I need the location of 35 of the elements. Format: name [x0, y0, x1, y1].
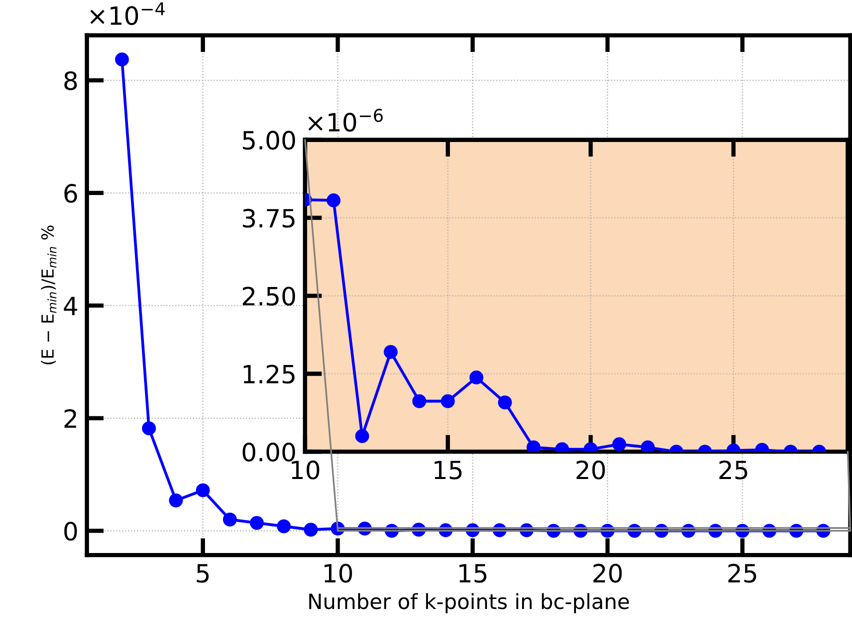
- point: [276, 519, 291, 534]
- y-tick-label: 1.25: [244, 364, 294, 384]
- y-tick-label: 5.00: [242, 130, 296, 150]
- annotation: ×10$^{−6}$: [308, 108, 383, 132]
- point: [384, 344, 398, 359]
- y-tick-label: 6: [64, 184, 77, 203]
- y-tick-label: 0.00: [242, 442, 296, 462]
- point: [526, 440, 540, 452]
- y-tick-label: 2.50: [242, 286, 296, 306]
- point: [168, 493, 183, 508]
- y-axis-title: (E − E$_{min}$)/E$_{min}$ %: [40, 226, 56, 364]
- point: [142, 421, 156, 436]
- x-tick-label: 15: [459, 564, 486, 583]
- point: [640, 440, 655, 452]
- point: [222, 512, 237, 526]
- y-tick-label: 0: [64, 522, 77, 541]
- y-tick-label: 2: [64, 409, 76, 428]
- x-tick-label: 20: [576, 460, 605, 480]
- x-tick-label: 25: [728, 564, 756, 583]
- x-tick-label: 15: [434, 460, 462, 480]
- x-axis-title: Number of k-points in bc-plane: [309, 593, 629, 614]
- text: ×10$^{−4}$: [90, 2, 165, 26]
- x-tick-label: 10: [292, 460, 320, 480]
- point: [304, 522, 318, 537]
- x-tick-label: 5: [196, 564, 209, 583]
- x-tick-label: 20: [593, 564, 622, 583]
- y-tick-label: 8: [64, 71, 77, 90]
- x-tick-label: 25: [719, 460, 748, 480]
- point: [115, 52, 129, 66]
- y-tick-label: 3.75: [242, 208, 294, 228]
- point: [196, 483, 210, 498]
- point: [250, 516, 264, 530]
- y-tick-label: 4: [64, 296, 78, 316]
- point: [326, 193, 341, 208]
- x-tick-label: 10: [324, 564, 352, 583]
